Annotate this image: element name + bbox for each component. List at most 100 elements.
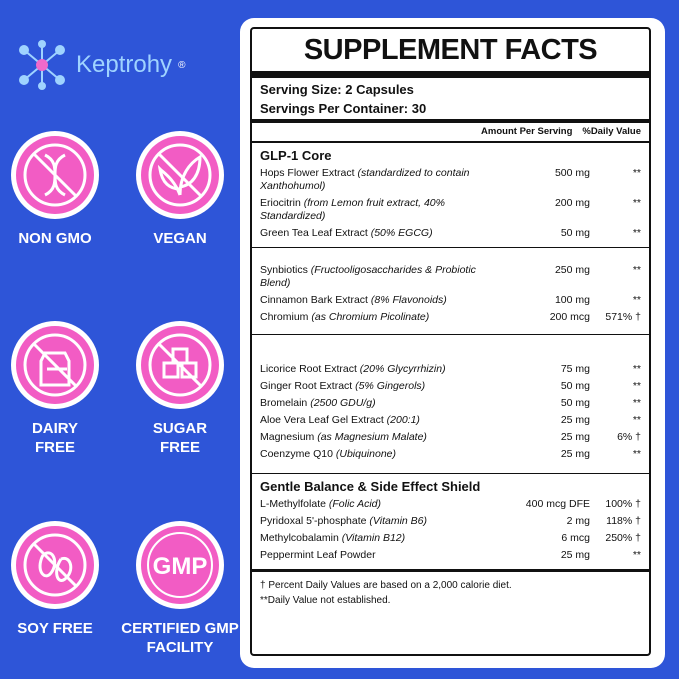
ban-slash <box>157 342 203 388</box>
badge-icon <box>136 131 224 219</box>
ingredient-note: (8% Flavonoids) <box>370 293 447 306</box>
daily-value: ** <box>632 413 641 426</box>
ingredient: Synbiotics (Fructooligosaccharides & Pro… <box>260 264 508 290</box>
badge-icon-text: GMP <box>153 553 208 580</box>
ingredient: Coenzyme Q10 (Ubiquinone) <box>260 448 508 461</box>
ingredient-name: Aloe Vera Leaf Gel Extract <box>260 413 384 426</box>
ingredient: Pyridoxal 5'-phosphate (Vitamin B6) <box>260 515 508 528</box>
amount: 400 mcg DFE <box>525 497 590 510</box>
facts-section: Synbiotics (Fructooligosaccharides & Pro… <box>252 248 649 335</box>
badge-label: CERTIFIED GMP FACILITY <box>121 620 239 656</box>
logo: Keptrohy ® <box>14 40 185 90</box>
ingredient-name: Hops Flower Extract <box>260 166 355 179</box>
ingredient: Chromium (as Chromium Picolinate) <box>260 311 508 324</box>
facts-title: SUPPLEMENT FACTS <box>303 34 598 66</box>
daily-value: ** <box>632 548 641 561</box>
divider <box>252 119 649 123</box>
ingredient: Methylcobalamin (Vitamin B12) <box>260 532 508 545</box>
ingredient-row: Methylcobalamin (Vitamin B12) 6 mcg 250% † <box>260 530 641 547</box>
badge-icon <box>136 321 224 409</box>
ingredient-name: Peppermint Leaf Powder <box>260 548 376 561</box>
facts-frame: SUPPLEMENT FACTS Serving Size: 2 Capsule… <box>250 27 651 656</box>
ban-slash <box>32 342 78 388</box>
ingredient-name: Coenzyme Q10 <box>260 447 333 460</box>
daily-value: 6% † <box>617 430 641 443</box>
ingredient-row: Pyridoxal 5'-phosphate (Vitamin B6) 2 mg 1… <box>260 513 641 530</box>
column-header: Amount Per Serving %Daily Value <box>260 123 641 141</box>
ingredient-note: (Ubiquinone) <box>335 447 396 460</box>
ingredient-name: Licorice Root Extract <box>260 362 357 375</box>
daily-value: ** <box>632 362 641 375</box>
amount: 50 mg <box>560 226 590 239</box>
amount: 6 mcg <box>561 531 590 544</box>
ingredient-row: Magnesium (as Magnesium Malate) 25 mg 6% † <box>260 429 641 446</box>
ingredient-note: (Fructooligosaccharides & Probiotic Blen… <box>260 263 476 289</box>
ban-ring <box>23 333 87 397</box>
amount: 2 mg <box>566 514 590 527</box>
badge-label: SOY FREE <box>17 620 93 637</box>
ingredient: Cinnamon Bark Extract (8% Flavonoids) <box>260 294 508 307</box>
ingredient-row: Cinnamon Bark Extract (8% Flavonoids) 100… <box>260 292 641 309</box>
ingredient-row: Ginger Root Extract (5% Gingerols) 50 mg *… <box>260 378 641 395</box>
ban-ring <box>23 533 87 597</box>
ingredient-name: Cinnamon Bark Extract <box>260 293 368 306</box>
amount: 100 mg <box>554 293 590 306</box>
ingredient-name: Synbiotics <box>260 263 308 276</box>
trademark: ® <box>178 59 186 71</box>
ingredient-name: Magnesium <box>260 430 315 443</box>
ingredient: Ginger Root Extract (5% Gingerols) <box>260 380 508 393</box>
amount: 50 mg <box>560 396 590 409</box>
amount: 50 mg <box>560 379 590 392</box>
ingredient-note: (20% Glycyrrhizin) <box>359 362 446 375</box>
ingredient-note: (as Chromium Picolinate) <box>311 310 430 323</box>
daily-value: ** <box>632 396 641 409</box>
daily-value: ** <box>632 293 641 306</box>
facts-section: GLP-1 Core Hops Flower Extract (standardi… <box>252 143 649 248</box>
amount: 25 mg <box>560 548 590 561</box>
logo-icon <box>19 40 65 90</box>
divider <box>252 71 649 78</box>
footnote: **Daily Value not established. <box>260 594 391 606</box>
ban-ring <box>148 143 212 207</box>
ingredient-note: (from Lemon fruit extract, 40% Standardi… <box>260 196 445 222</box>
daily-value: ** <box>632 263 641 276</box>
daily-value: 100% † <box>605 497 641 510</box>
badge-inner-ring <box>147 532 213 598</box>
amount: 250 mg <box>554 263 590 276</box>
badge-label: NON GMO <box>18 230 92 247</box>
ingredient-row: Peppermint Leaf Powder 25 mg ** <box>260 547 641 564</box>
ingredient-name: Methylcobalamin <box>260 531 339 544</box>
facts-section: Licorice Root Extract (20% Glycyrrhizin)… <box>252 335 649 474</box>
ingredient: Green Tea Leaf Extract (50% EGCG) <box>260 227 508 240</box>
footnote: † Percent Daily Values are based on a 2,… <box>260 579 512 591</box>
amount: 200 mcg <box>549 310 590 323</box>
badge-circle <box>141 526 219 604</box>
ingredient: Bromelain (2500 GDU/g) <box>260 397 508 410</box>
ingredient-note: (Vitamin B12) <box>341 531 406 544</box>
section-heading: Gentle Balance & Side Effect Shield <box>260 478 481 494</box>
badge-icon: GMP <box>136 521 224 609</box>
daily-value: ** <box>632 447 641 460</box>
amount: 25 mg <box>560 413 590 426</box>
divider <box>252 141 649 143</box>
ingredient-note: (standardized to contain Xanthohumol) <box>260 166 470 192</box>
ingredient: Aloe Vera Leaf Gel Extract (200:1) <box>260 414 508 427</box>
brand-name: Keptrohy <box>76 51 173 78</box>
ingredient-row: Chromium (as Chromium Picolinate) 200 mcg… <box>260 309 641 326</box>
ingredient-note: (2500 GDU/g) <box>310 396 376 409</box>
section-heading: GLP-1 Core <box>260 147 332 163</box>
amount: 25 mg <box>560 447 590 460</box>
ban-ring <box>148 333 212 397</box>
ingredient: Hops Flower Extract (standardized to con… <box>260 167 508 193</box>
ban-slash <box>32 542 78 588</box>
ingredient-note: (50% EGCG) <box>370 226 433 239</box>
ingredient: Licorice Root Extract (20% Glycyrrhizin) <box>260 363 508 376</box>
ingredient: Peppermint Leaf Powder <box>260 549 508 562</box>
ingredient-row: Bromelain (2500 GDU/g) 50 mg ** <box>260 395 641 412</box>
ingredient-row: Hops Flower Extract (standardized to con… <box>260 165 641 195</box>
ingredient-row: Licorice Root Extract (20% Glycyrrhizin)… <box>260 361 641 378</box>
daily-value: 118% † <box>606 514 641 527</box>
serving-size: Serving Size: 2 Capsules <box>260 82 414 97</box>
ingredient-name: Bromelain <box>260 396 308 409</box>
